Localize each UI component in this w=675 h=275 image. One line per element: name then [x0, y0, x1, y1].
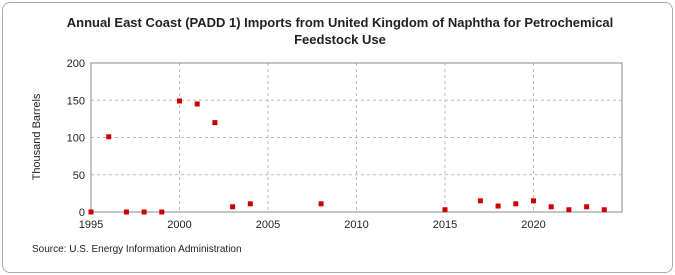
x-tick-label: 2005: [256, 219, 280, 231]
point: [247, 201, 253, 207]
x-tick-label: 2000: [167, 219, 191, 231]
point: [159, 209, 165, 215]
point: [123, 209, 129, 215]
y-axis-label: Thousand Barrels: [31, 93, 43, 180]
point: [212, 120, 218, 126]
point: [495, 203, 501, 209]
point: [194, 101, 200, 107]
y-tick-label: 0: [79, 207, 85, 219]
point: [548, 204, 554, 210]
x-tick-label: 1995: [79, 219, 103, 231]
point: [177, 98, 182, 104]
point: [442, 207, 448, 213]
point: [601, 207, 607, 213]
plot-border: [90, 62, 623, 213]
point: [477, 198, 483, 204]
point: [318, 201, 324, 207]
point: [513, 201, 519, 207]
point: [531, 198, 536, 204]
x-tick-label: 2015: [433, 219, 457, 231]
point: [106, 134, 112, 140]
point: [88, 209, 94, 215]
y-tick-label: 150: [67, 95, 85, 107]
source-note: Source: U.S. Energy Information Administ…: [32, 244, 242, 255]
x-tick-label: 2010: [344, 219, 368, 231]
y-tick-label: 50: [73, 170, 85, 182]
point: [230, 204, 236, 210]
chart-title: Annual East Coast (PADD 1) Imports from …: [66, 15, 614, 47]
point: [566, 207, 572, 213]
y-tick-label: 200: [67, 58, 85, 70]
x-tick-label: 2020: [521, 219, 545, 231]
point: [584, 204, 590, 210]
point: [141, 209, 147, 215]
y-tick-label: 100: [67, 133, 85, 145]
